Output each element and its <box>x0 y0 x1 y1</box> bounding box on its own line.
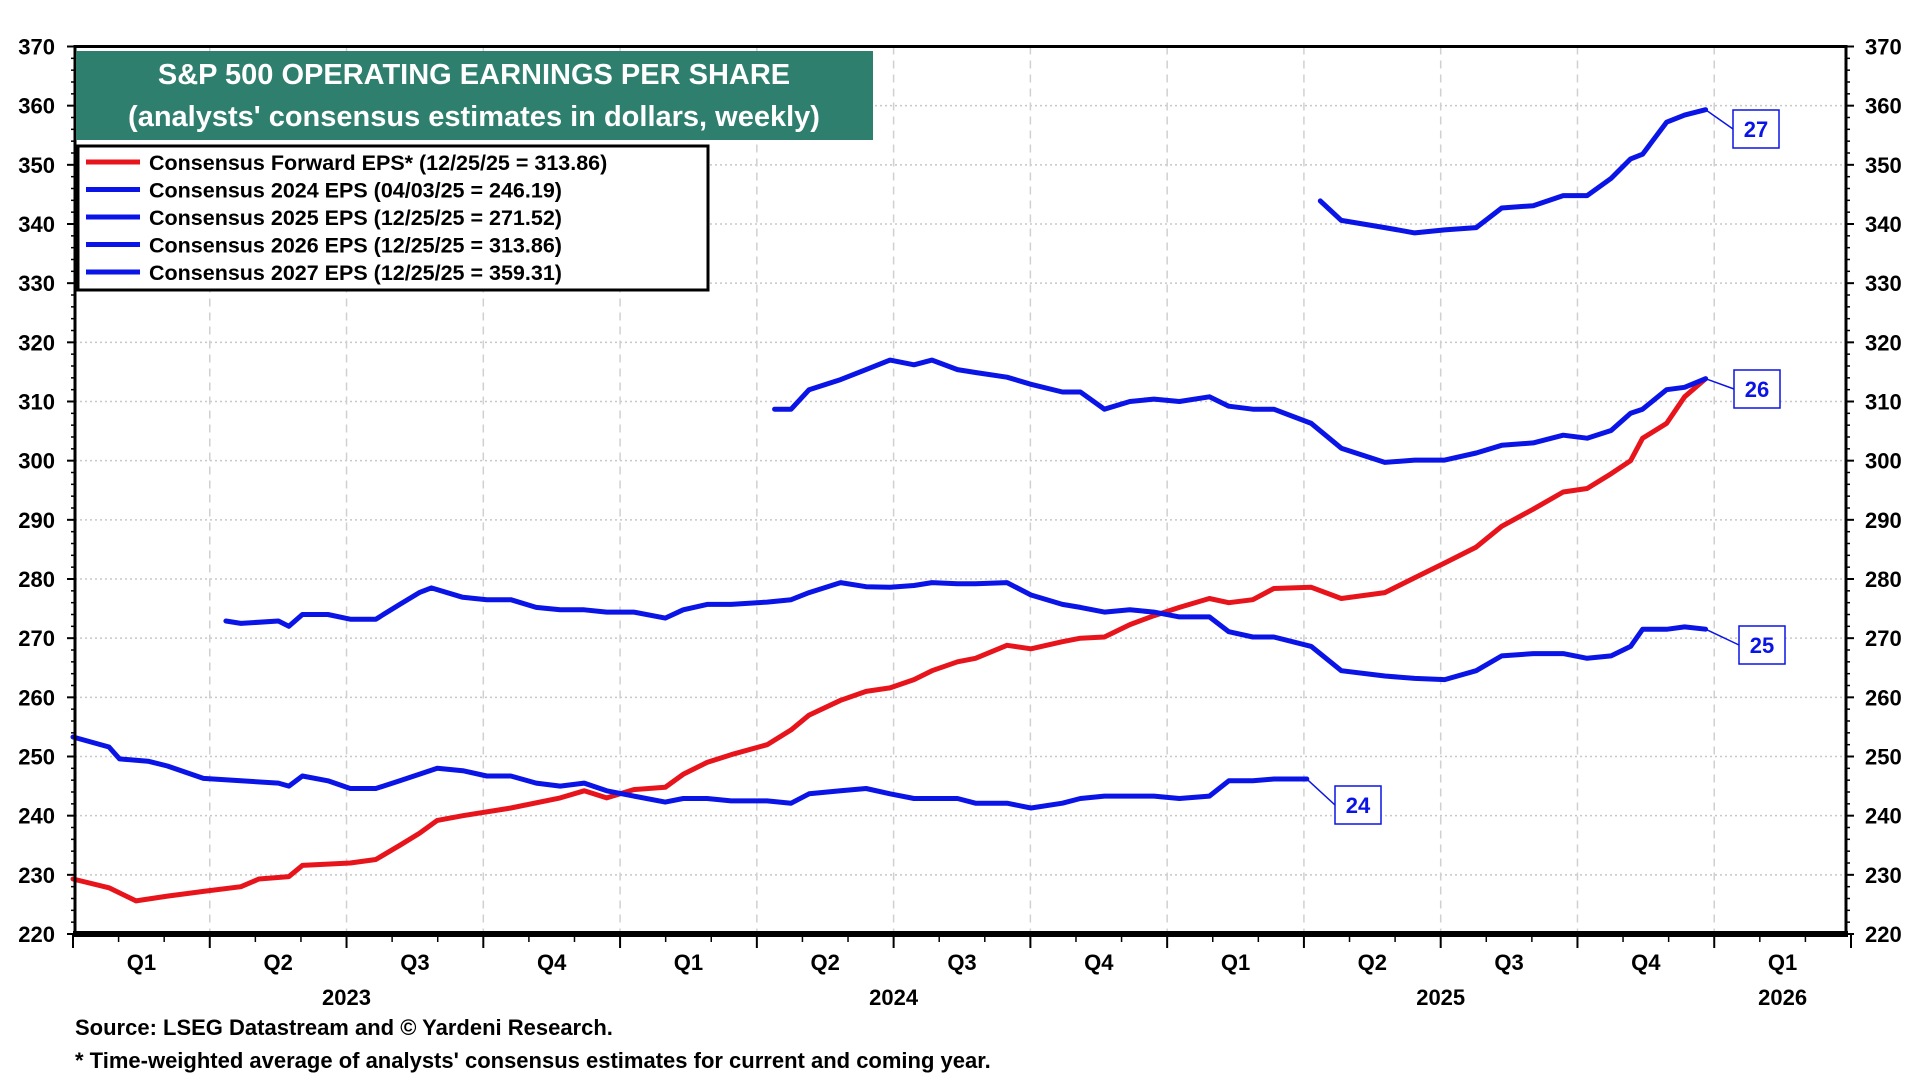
callout-label: 24 <box>1346 793 1371 818</box>
y-tick-label-right: 270 <box>1865 626 1902 651</box>
axes: 220 220 230 230 240 240 250 250 260 260 270 270 280 2… <box>18 35 1901 1011</box>
series-line-25 <box>223 580 1709 683</box>
x-quarter-label: Q3 <box>1494 950 1523 975</box>
callout-label: 27 <box>1744 117 1768 142</box>
y-tick-label-left: 370 <box>18 35 55 60</box>
callout-leader <box>1705 628 1740 646</box>
y-tick-label-right: 280 <box>1865 567 1902 592</box>
series-callouts: 24 25 26 27 <box>1306 109 1786 825</box>
y-tick-label-right: 260 <box>1865 685 1902 710</box>
y-tick-label-right: 320 <box>1865 330 1902 355</box>
y-tick-label-right: 220 <box>1865 922 1902 947</box>
y-tick-label-left: 330 <box>18 271 55 296</box>
footnote: * Time-weighted average of analysts' con… <box>75 1048 991 1073</box>
chart-title: S&P 500 OPERATING EARNINGS PER SHARE <box>158 59 790 91</box>
y-tick-label-left: 250 <box>18 745 55 770</box>
title-box: S&P 500 OPERATING EARNINGS PER SHARE (an… <box>76 51 873 140</box>
x-quarter-label: Q1 <box>1768 950 1797 975</box>
y-tick-label-left: 270 <box>18 626 55 651</box>
y-tick-label-right: 350 <box>1865 153 1902 178</box>
callout-leader <box>1306 778 1336 806</box>
x-quarter-label: Q2 <box>1358 950 1387 975</box>
legend-entry: Consensus 2024 EPS (04/03/25 = 246.19) <box>149 179 562 203</box>
y-tick-label-left: 260 <box>18 685 55 710</box>
chart-subtitle: (analysts' consensus estimates in dollar… <box>128 101 820 133</box>
callout-box <box>1738 625 1786 665</box>
y-tick-label-left: 240 <box>18 804 55 829</box>
y-tick-label-left: 220 <box>18 922 55 947</box>
callout-leader <box>1705 377 1735 390</box>
y-tick-label-right: 360 <box>1865 94 1902 119</box>
y-tick-label-right: 330 <box>1865 271 1902 296</box>
x-year-label: 2025 <box>1416 985 1465 1010</box>
y-tick-label-left: 280 <box>18 567 55 592</box>
callout-box <box>1732 109 1780 149</box>
y-tick-label-right: 290 <box>1865 508 1902 533</box>
y-tick-label-left: 290 <box>18 508 55 533</box>
y-tick-label-left: 310 <box>18 390 55 415</box>
x-quarter-label: Q1 <box>674 950 703 975</box>
legend: Consensus Forward EPS* (12/25/25 = 313.8… <box>76 144 710 292</box>
y-tick-label-left: 230 <box>18 863 55 888</box>
x-quarter-label: Q3 <box>947 950 976 975</box>
y-tick-label-right: 310 <box>1865 390 1902 415</box>
series-line-forward <box>70 376 1709 904</box>
callout-label: 26 <box>1745 377 1769 402</box>
y-tick-label-right: 370 <box>1865 35 1902 60</box>
source-note: Source: LSEG Datastream and © Yardeni Re… <box>75 1015 613 1040</box>
y-tick-label-left: 350 <box>18 153 55 178</box>
x-quarter-label: Q2 <box>263 950 292 975</box>
x-year-label: 2024 <box>869 985 919 1010</box>
y-tick-label-left: 320 <box>18 330 55 355</box>
x-quarter-label: Q4 <box>537 950 567 975</box>
series-line-26 <box>772 357 1709 465</box>
x-year-label: 2023 <box>322 985 371 1010</box>
x-quarter-label: Q1 <box>127 950 156 975</box>
x-year-label: 2026 <box>1758 985 1807 1010</box>
x-quarter-label: Q3 <box>400 950 429 975</box>
y-tick-label-right: 300 <box>1865 449 1902 474</box>
y-tick-label-left: 360 <box>18 94 55 119</box>
x-quarter-label: Q2 <box>811 950 840 975</box>
callout-box <box>1733 369 1781 409</box>
y-tick-label-right: 340 <box>1865 212 1902 237</box>
y-tick-label-left: 300 <box>18 449 55 474</box>
legend-entry: Consensus Forward EPS* (12/25/25 = 313.8… <box>149 151 607 175</box>
y-tick-label-left: 340 <box>18 212 55 237</box>
legend-entry: Consensus 2025 EPS (12/25/25 = 271.52) <box>149 206 562 230</box>
y-tick-label-right: 240 <box>1865 804 1902 829</box>
legend-entry: Consensus 2027 EPS (12/25/25 = 359.31) <box>149 261 562 285</box>
x-quarter-label: Q4 <box>1084 950 1114 975</box>
callout-box <box>1334 785 1382 825</box>
legend-entry: Consensus 2026 EPS (12/25/25 = 313.86) <box>149 234 562 258</box>
y-tick-label-right: 230 <box>1865 863 1902 888</box>
series-lines <box>70 107 1709 904</box>
series-line-27 <box>1317 107 1709 236</box>
x-quarter-label: Q4 <box>1631 950 1661 975</box>
callout-label: 25 <box>1750 633 1774 658</box>
x-quarter-label: Q1 <box>1221 950 1250 975</box>
series-line-24 <box>70 734 1310 811</box>
y-tick-label-right: 250 <box>1865 745 1902 770</box>
callout-leader <box>1705 109 1734 130</box>
